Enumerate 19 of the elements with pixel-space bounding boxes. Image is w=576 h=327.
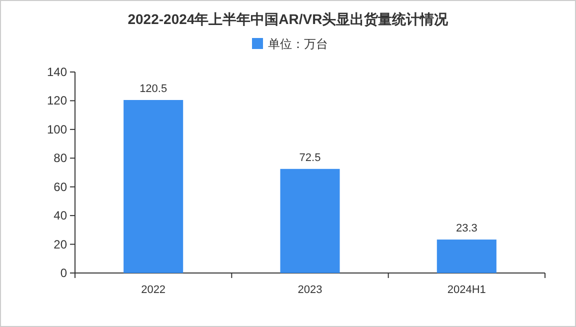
y-tick-label: 60 bbox=[54, 180, 68, 194]
y-tick-label: 140 bbox=[46, 65, 68, 79]
data-label: 23.3 bbox=[456, 222, 478, 235]
y-tick-label: 80 bbox=[54, 151, 68, 166]
data-label: 120.5 bbox=[140, 82, 168, 95]
x-tick-label: 2024H1 bbox=[447, 284, 486, 296]
y-tick-label: 20 bbox=[54, 237, 68, 252]
bar bbox=[436, 240, 496, 273]
bar bbox=[280, 168, 340, 273]
chart-title: 2022-2024年上半年中国AR/VR头显出货量统计情况 bbox=[128, 11, 450, 27]
data-label: 72.5 bbox=[299, 152, 321, 164]
y-tick-label: 40 bbox=[54, 208, 68, 223]
bar bbox=[124, 100, 184, 273]
y-tick-label: 0 bbox=[60, 266, 68, 280]
legend-label: 单位：万台 bbox=[268, 37, 328, 51]
x-tick-label: 2022 bbox=[141, 284, 166, 296]
y-tick-label: 100 bbox=[46, 122, 68, 136]
y-tick-label: 120 bbox=[46, 94, 68, 108]
x-tick-label: 2023 bbox=[298, 284, 322, 296]
